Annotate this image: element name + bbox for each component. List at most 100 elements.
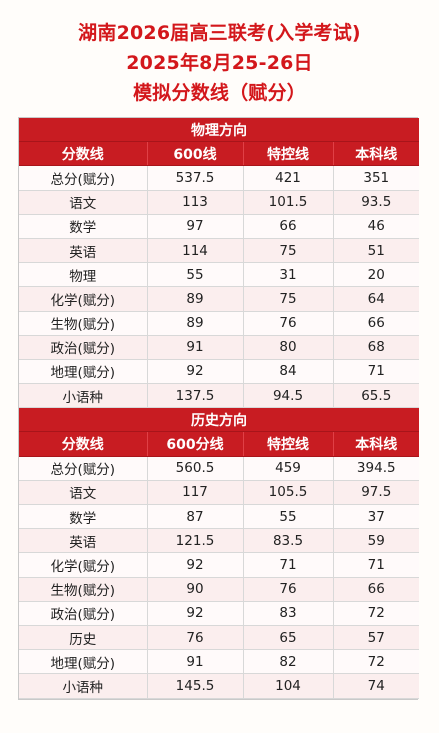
score-cell: 537.5	[147, 165, 244, 191]
score-cell: 82	[243, 649, 334, 675]
table-row: 地理(赋分) 91 82 72	[19, 649, 419, 675]
subject-cell: 生物(赋分)	[19, 577, 148, 602]
score-cell: 114	[147, 238, 244, 264]
table-row: 总分(赋分) 560.5 459 394.5	[19, 456, 419, 481]
score-cell: 87	[147, 504, 244, 530]
score-cell: 76	[243, 577, 334, 602]
subject-cell: 数学	[19, 504, 148, 530]
score-cell: 90	[147, 577, 244, 602]
score-cell: 71	[333, 552, 419, 578]
score-cell: 351	[333, 165, 419, 191]
score-cell: 80	[243, 335, 334, 360]
subject-cell: 生物(赋分)	[19, 311, 148, 336]
page-subtitle: 模拟分数线（赋分）	[133, 82, 306, 104]
page-title: 湖南2026届高三联考(入学考试)	[78, 22, 361, 44]
subject-cell: 政治(赋分)	[19, 601, 148, 626]
score-cell: 71	[243, 552, 334, 578]
score-cell: 92	[147, 359, 244, 385]
score-cell: 46	[333, 214, 419, 239]
score-table: 物理方向 分数线 600线 特控线 本科线 总分(赋分) 537.5 421 351 语文 113 1…	[18, 117, 419, 700]
subject-cell: 语文	[19, 480, 148, 506]
subject-cell: 地理(赋分)	[19, 359, 148, 385]
score-cell: 421	[243, 165, 334, 191]
score-cell: 57	[333, 625, 419, 651]
subject-cell: 历史	[19, 625, 148, 651]
table-row: 语文 117 105.5 97.5	[19, 480, 419, 506]
score-cell: 76	[147, 625, 244, 651]
subject-cell: 总分(赋分)	[19, 456, 148, 481]
subject-cell: 小语种	[19, 383, 148, 409]
score-cell: 104	[243, 673, 334, 699]
score-cell: 459	[243, 456, 334, 481]
score-cell: 51	[333, 238, 419, 264]
score-cell: 89	[147, 286, 244, 312]
score-cell: 76	[243, 311, 334, 336]
score-cell: 97.5	[333, 480, 419, 506]
table-row: 历史 76 65 57	[19, 625, 419, 651]
subject-cell: 英语	[19, 238, 148, 264]
score-cell: 94.5	[243, 383, 334, 409]
score-cell: 66	[333, 311, 419, 336]
score-cell: 65	[243, 625, 334, 651]
score-cell: 64	[333, 286, 419, 312]
table-row: 政治(赋分) 91 80 68	[19, 335, 419, 360]
subject-cell: 化学(赋分)	[19, 286, 148, 312]
subject-cell: 地理(赋分)	[19, 649, 148, 675]
score-cell: 113	[147, 190, 244, 215]
section-label: 历史方向	[19, 407, 419, 433]
score-cell: 55	[147, 262, 244, 288]
table-row: 物理 55 31 20	[19, 262, 419, 288]
table-row: 英语 121.5 83.5 59	[19, 528, 419, 554]
score-cell: 20	[333, 262, 419, 288]
subject-cell: 语文	[19, 190, 148, 215]
table-row: 小语种 137.5 94.5 65.5	[19, 383, 419, 409]
table-row: 数学 87 55 37	[19, 504, 419, 530]
subject-cell: 政治(赋分)	[19, 335, 148, 360]
table-row: 化学(赋分) 89 75 64	[19, 286, 419, 312]
table-row: 化学(赋分) 92 71 71	[19, 552, 419, 578]
score-cell: 65.5	[333, 383, 419, 409]
score-cell: 75	[243, 238, 334, 264]
score-cell: 89	[147, 311, 244, 336]
column-header: 分数线	[19, 431, 148, 457]
score-cell: 97	[147, 214, 244, 239]
score-cell: 66	[243, 214, 334, 239]
score-cell: 55	[243, 504, 334, 530]
title-block: 湖南2026届高三联考(入学考试) 2025年8月25-26日 模拟分数线（赋分…	[0, 18, 439, 108]
physics-section-header: 物理方向	[19, 118, 419, 143]
column-header: 本科线	[333, 431, 419, 457]
score-cell: 37	[333, 504, 419, 530]
table-row: 语文 113 101.5 93.5	[19, 190, 419, 215]
score-cell: 105.5	[243, 480, 334, 506]
score-cell: 84	[243, 359, 334, 385]
score-cell: 75	[243, 286, 334, 312]
subject-cell: 英语	[19, 528, 148, 554]
table-row: 小语种 145.5 104 74	[19, 673, 419, 699]
history-column-headers: 分数线 600分线 特控线 本科线	[19, 431, 419, 457]
score-cell: 117	[147, 480, 244, 506]
column-header: 本科线	[333, 141, 419, 167]
score-cell: 121.5	[147, 528, 244, 554]
column-header: 特控线	[243, 141, 334, 167]
subject-cell: 数学	[19, 214, 148, 239]
table-row: 地理(赋分) 92 84 71	[19, 359, 419, 385]
table-row: 总分(赋分) 537.5 421 351	[19, 165, 419, 191]
score-cell: 71	[333, 359, 419, 385]
history-section-header: 历史方向	[19, 407, 419, 433]
table-row: 政治(赋分) 92 83 72	[19, 601, 419, 626]
score-cell: 72	[333, 649, 419, 675]
score-cell: 31	[243, 262, 334, 288]
column-header: 600分线	[147, 431, 244, 457]
score-cell: 394.5	[333, 456, 419, 481]
score-cell: 68	[333, 335, 419, 360]
table-row: 生物(赋分) 90 76 66	[19, 577, 419, 602]
score-cell: 92	[147, 601, 244, 626]
table-row: 英语 114 75 51	[19, 238, 419, 264]
score-cell: 83.5	[243, 528, 334, 554]
score-cell: 66	[333, 577, 419, 602]
physics-column-headers: 分数线 600线 特控线 本科线	[19, 141, 419, 167]
score-cell: 145.5	[147, 673, 244, 699]
score-cell: 137.5	[147, 383, 244, 409]
subject-cell: 小语种	[19, 673, 148, 699]
